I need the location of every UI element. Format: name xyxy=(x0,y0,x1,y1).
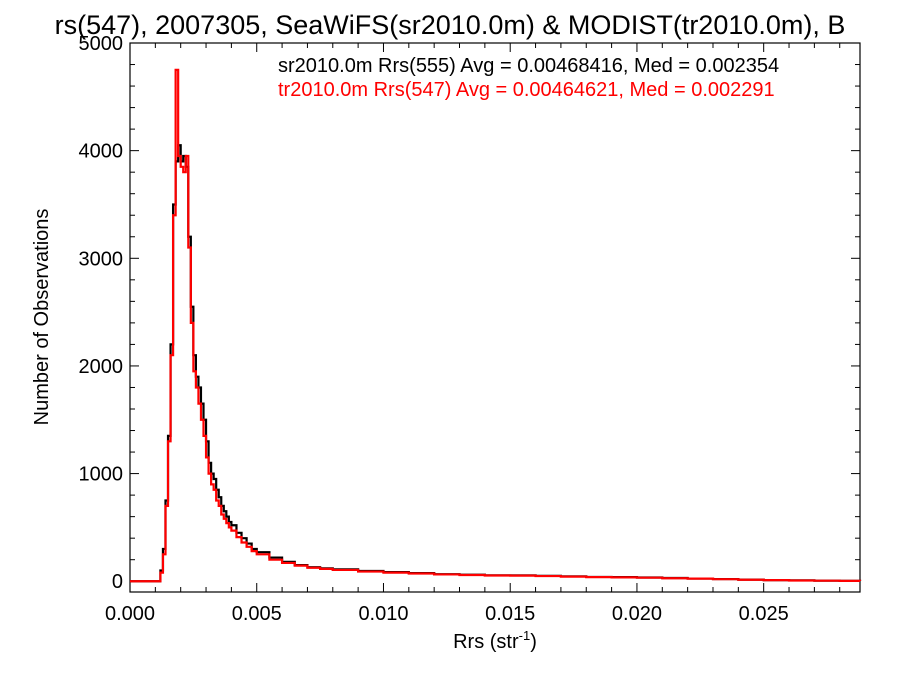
annotation-black: sr2010.0m Rrs(555) Avg = 0.00468416, Med… xyxy=(278,55,779,77)
x-tick-label: 0.000 xyxy=(105,603,155,625)
axis-ticks: 0.000 0.005 0.010 0.015 0.020 0.025 0 1000 2000 3… xyxy=(79,33,860,625)
y-tick-label: 0 xyxy=(112,571,123,593)
y-tick-label: 2000 xyxy=(79,356,124,378)
x-axis-label-sup: -1 xyxy=(519,628,531,643)
chart-title: rs(547), 2007305, SeaWiFS(sr2010.0m) & M… xyxy=(55,10,846,40)
plot-area xyxy=(129,42,861,593)
x-axis-label-end: ) xyxy=(530,631,537,653)
annotation-red: tr2010.0m Rrs(547) Avg = 0.00464621, Med… xyxy=(278,79,775,101)
x-axis-label-main: Rrs (str xyxy=(453,631,519,653)
x-tick-label: 0.005 xyxy=(232,603,282,625)
plot-frame xyxy=(129,42,861,593)
x-tick-label: 0.025 xyxy=(739,603,789,625)
series-line-tr2010 xyxy=(130,68,862,583)
y-axis-label: Number of Observations xyxy=(31,209,53,426)
y-tick-label: 1000 xyxy=(79,464,124,486)
y-tick-label: 3000 xyxy=(79,248,124,270)
series-layer xyxy=(130,68,862,583)
x-tick-label: 0.020 xyxy=(612,603,662,625)
x-tick-label: 0.010 xyxy=(358,603,408,625)
y-tick-label: 5000 xyxy=(79,33,124,55)
x-axis-label: Rrs (str-1) xyxy=(453,628,537,653)
y-tick-label: 4000 xyxy=(79,141,124,163)
x-tick-label: 0.015 xyxy=(485,603,535,625)
